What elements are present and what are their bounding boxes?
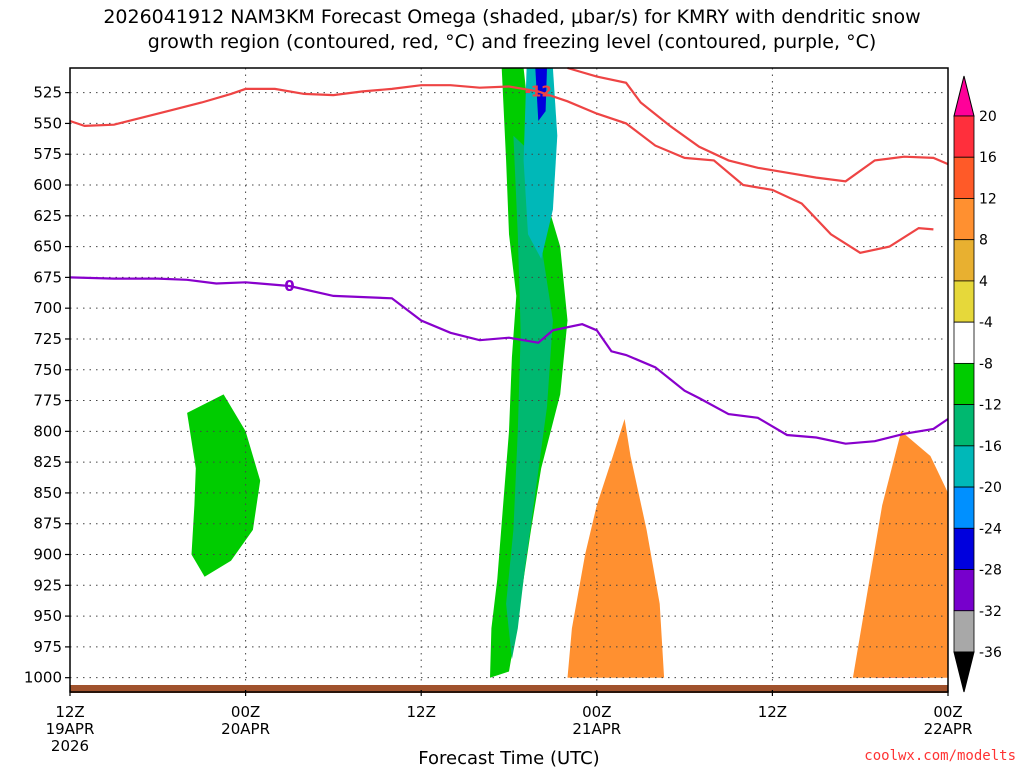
y-tick-label-825: 825 bbox=[33, 453, 62, 471]
colorbar-segment-12 bbox=[953, 610, 975, 653]
colorbar-label-12: -32 bbox=[979, 604, 1002, 620]
y-tick-label-775: 775 bbox=[33, 392, 62, 410]
y-axis-ticks: 525 550 575 600 625 650 675 700 725 750 775 800 825 8… bbox=[24, 84, 70, 687]
y-tick-label-800: 800 bbox=[33, 422, 62, 440]
contour-dendritic-upper-b bbox=[567, 66, 949, 183]
colorbar-label-0: 20 bbox=[979, 109, 997, 125]
colorbar-label-8: -16 bbox=[979, 439, 1002, 455]
colorbar-segment-9 bbox=[953, 486, 975, 529]
colorbar-label-13: -36 bbox=[979, 645, 1002, 661]
y-tick-label-625: 625 bbox=[33, 207, 62, 225]
x-tick-label-36-1: 21APR bbox=[572, 720, 621, 738]
y-tick-label-925: 925 bbox=[33, 576, 62, 594]
y-tick-label-575: 575 bbox=[33, 145, 62, 163]
colorbar-label-2: 12 bbox=[979, 191, 997, 207]
x-tick-label-48-0: 12Z bbox=[758, 703, 787, 721]
y-tick-label-650: 650 bbox=[33, 238, 62, 256]
chart-title-line1: 2026041912 NAM3KM Forecast Omega (shaded… bbox=[103, 6, 920, 28]
y-tick-label-975: 975 bbox=[33, 638, 62, 656]
contour-label-freezing-level: 0 bbox=[284, 277, 294, 295]
contour-dendritic-upper bbox=[69, 84, 934, 254]
credit-text: coolwx.com/modelts bbox=[864, 748, 1016, 764]
y-tick-label-1000: 1000 bbox=[24, 669, 62, 687]
plot-frame bbox=[69, 67, 949, 693]
colorbar: 20 16 12 8 4 -4 -8 -12 -16 -20 -24 -28 -32 -36 bbox=[953, 75, 1002, 693]
y-tick-label-700: 700 bbox=[33, 299, 62, 317]
x-tick-label-12-0: 00Z bbox=[231, 703, 260, 721]
chart-title-line2: growth region (contoured, red, °C) and f… bbox=[148, 31, 877, 53]
colorbar-segment-11 bbox=[953, 569, 975, 612]
x-tick-label-36-0: 00Z bbox=[582, 703, 611, 721]
x-tick-label-0-0: 12Z bbox=[55, 703, 84, 721]
y-tick-label-550: 550 bbox=[33, 114, 62, 132]
colorbar-segment-4 bbox=[953, 280, 975, 323]
colorbar-label-5: -4 bbox=[979, 315, 993, 331]
shade-rise-column-core bbox=[535, 68, 547, 121]
y-tick-label-675: 675 bbox=[33, 268, 62, 286]
colorbar-segment-6 bbox=[953, 362, 975, 406]
y-tick-label-725: 725 bbox=[33, 330, 62, 348]
colorbar-segment-3 bbox=[953, 239, 975, 282]
x-tick-label-0-1: 19APR bbox=[46, 720, 95, 738]
colorbar-segment-7 bbox=[953, 404, 975, 447]
colorbar-bottom-triangle bbox=[953, 651, 975, 693]
y-tick-label-950: 950 bbox=[33, 607, 62, 625]
x-tick-label-0-2: 2026 bbox=[51, 737, 89, 755]
x-tick-label-24-0: 12Z bbox=[407, 703, 436, 721]
colorbar-label-11: -28 bbox=[979, 563, 1002, 579]
colorbar-label-1: 16 bbox=[979, 150, 997, 166]
x-tick-label-60-1: 22APR bbox=[924, 720, 973, 738]
colorbar-segment-1 bbox=[953, 156, 975, 199]
colorbar-segment-0 bbox=[953, 115, 975, 158]
plot-area: -12 0 bbox=[69, 66, 949, 693]
y-tick-label-900: 900 bbox=[33, 546, 62, 564]
x-tick-label-12-1: 20APR bbox=[221, 720, 270, 738]
colorbar-label-9: -20 bbox=[979, 480, 1002, 496]
y-tick-label-875: 875 bbox=[33, 515, 62, 533]
terrain-strip bbox=[70, 685, 948, 693]
colorbar-segment-8 bbox=[953, 445, 975, 488]
colorbar-label-7: -12 bbox=[979, 398, 1002, 414]
contour-layer: -12 0 bbox=[69, 66, 949, 445]
omega-shading-layer bbox=[187, 68, 948, 678]
shade-rise-column-top bbox=[523, 68, 558, 259]
colorbar-top-triangle bbox=[953, 75, 975, 117]
y-tick-label-525: 525 bbox=[33, 84, 62, 102]
shade-rise-band-mid bbox=[506, 135, 553, 660]
colorbar-label-10: -24 bbox=[979, 521, 1002, 537]
colorbar-segment-10 bbox=[953, 527, 975, 570]
y-tick-label-750: 750 bbox=[33, 361, 62, 379]
colorbar-label-6: -8 bbox=[979, 356, 993, 372]
y-tick-label-850: 850 bbox=[33, 484, 62, 502]
shade-south-sink-outer bbox=[567, 419, 665, 678]
x-tick-label-60-0: 00Z bbox=[933, 703, 962, 721]
colorbar-segment-2 bbox=[953, 198, 975, 241]
x-axis-title: Forecast Time (UTC) bbox=[418, 748, 599, 768]
colorbar-segment-5 bbox=[953, 321, 975, 364]
colorbar-label-4: 4 bbox=[979, 274, 988, 290]
shade-west-rise-blob bbox=[187, 394, 261, 577]
y-tick-label-600: 600 bbox=[33, 176, 62, 194]
colorbar-label-3: 8 bbox=[979, 233, 988, 249]
contour-freezing-level bbox=[69, 276, 949, 445]
contour-label-dendritic-upper: -12 bbox=[525, 82, 552, 100]
